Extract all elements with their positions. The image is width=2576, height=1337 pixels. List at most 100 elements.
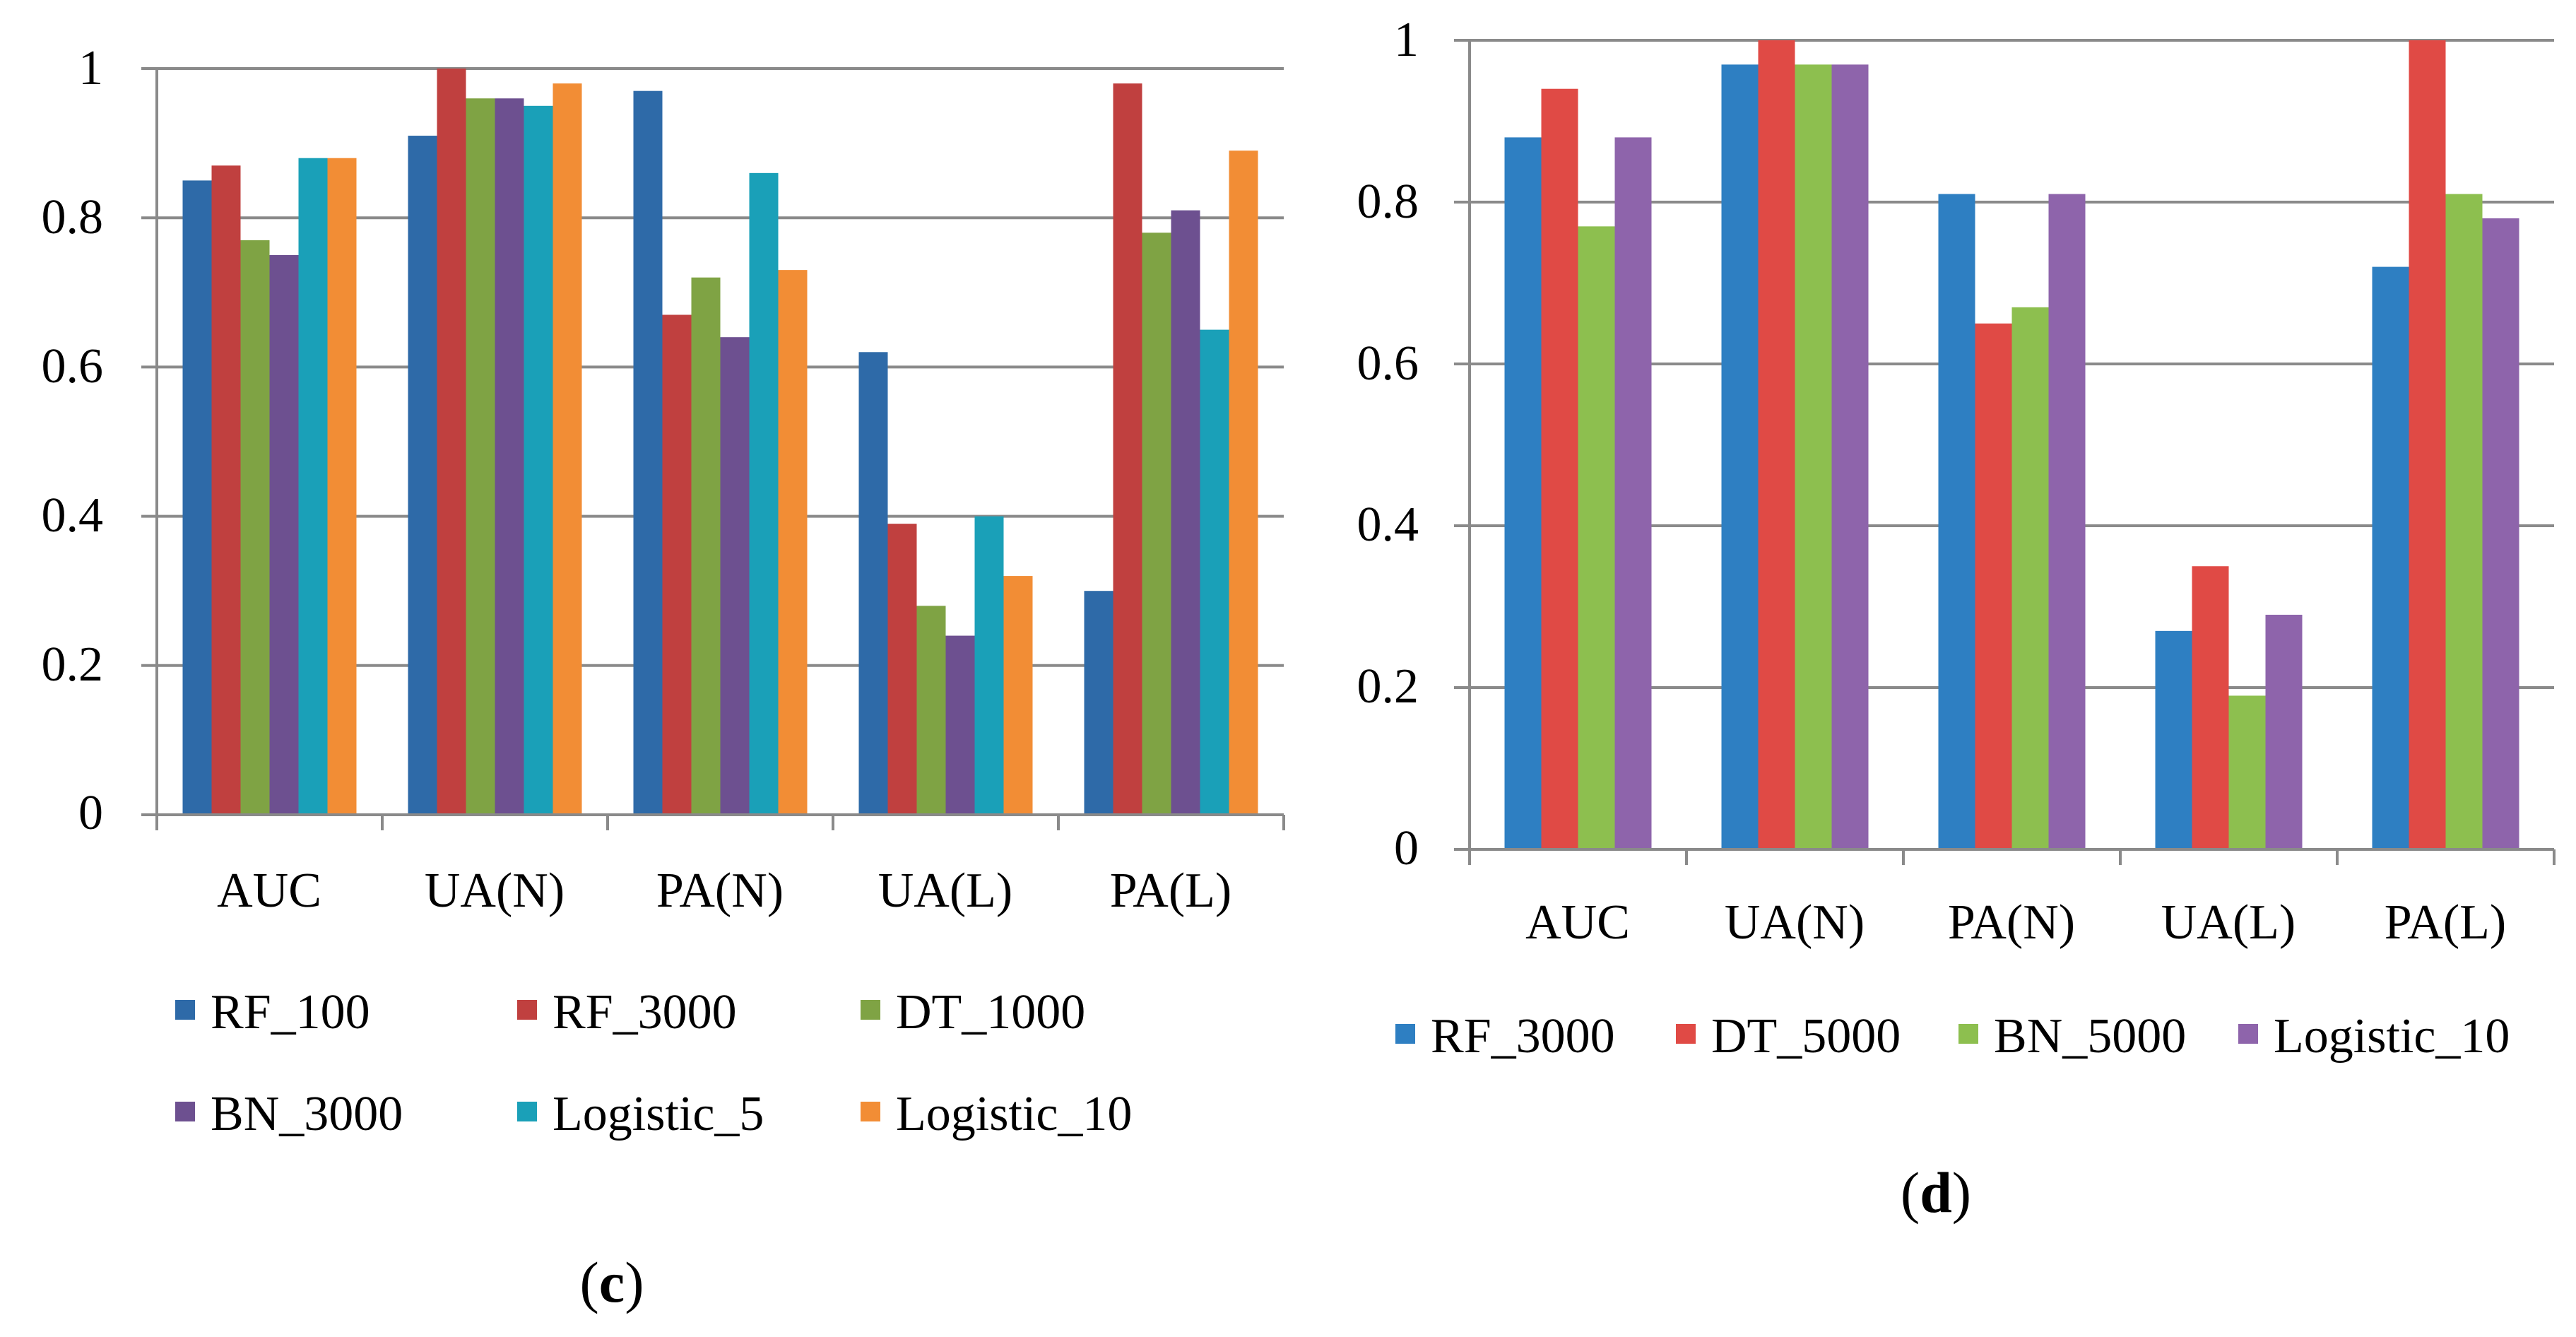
c-bar — [327, 158, 357, 815]
d-bar — [2445, 194, 2483, 849]
d-bar — [2048, 194, 2086, 849]
c-category-labels: AUC UA(N) PA(N) UA(L) PA(L) — [217, 864, 1231, 918]
chart-d: 0 0.2 0.4 0.6 0.8 1 AUC UA(N) PA(N) UA(L… — [1357, 13, 2556, 1225]
c-legend-swatch — [517, 1102, 537, 1121]
c-y-tick-label: 0.8 — [42, 190, 104, 245]
c-bar — [1142, 232, 1171, 815]
c-bar — [916, 606, 946, 815]
d-bar — [2265, 614, 2303, 849]
c-legend-label: BN_3000 — [211, 1087, 403, 1141]
c-bar — [778, 270, 808, 815]
c-bar — [858, 352, 888, 815]
c-bar — [749, 172, 779, 815]
c-bar — [240, 240, 270, 815]
c-bars — [182, 69, 1258, 815]
c-bar — [1229, 151, 1258, 815]
c-bar — [269, 255, 299, 815]
d-bar — [2482, 218, 2519, 849]
c-bar — [524, 105, 553, 815]
c-y-tick-label: 0.2 — [42, 637, 104, 692]
d-bar — [1614, 137, 1652, 849]
c-bar — [1171, 210, 1200, 815]
d-legend: RF_3000 DT_5000 BN_5000 Logistic_10 — [1395, 1009, 2510, 1064]
d-bar — [2155, 630, 2192, 849]
c-legend-swatch — [175, 1000, 195, 1020]
c-legend-label: RF_100 — [211, 985, 370, 1039]
c-category-label: UA(N) — [425, 864, 565, 918]
d-bar — [2011, 307, 2049, 850]
d-category-label: UA(N) — [1725, 895, 1865, 950]
d-bar — [1721, 64, 1759, 850]
d-legend-swatch — [1395, 1024, 1415, 1044]
c-y-tick-label: 0.6 — [42, 339, 104, 394]
d-y-tick-label: 0.8 — [1357, 175, 1419, 229]
c-legend-label: DT_1000 — [896, 985, 1085, 1039]
c-legend-swatch — [861, 1102, 880, 1121]
d-bars — [1504, 40, 2519, 850]
d-legend-label: DT_5000 — [1711, 1009, 1901, 1064]
c-bar — [1003, 576, 1033, 815]
d-category-label: AUC — [1525, 895, 1630, 950]
c-bar — [662, 314, 692, 815]
c-panel-label: (c) — [579, 1250, 644, 1314]
d-bar — [1578, 226, 1615, 850]
c-legend-swatch — [175, 1102, 195, 1121]
c-bar — [408, 136, 437, 815]
d-bar — [1938, 194, 1975, 849]
d-y-tick-label: 0.2 — [1357, 659, 1419, 714]
d-bar — [2228, 695, 2266, 849]
c-y-tick-labels: 0 0.2 0.4 0.6 0.8 1 — [42, 41, 104, 840]
d-y-tick-label: 1 — [1394, 13, 1419, 67]
c-bar — [720, 337, 750, 815]
d-bar — [2372, 266, 2409, 850]
c-legend: RF_100 RF_3000 DT_1000 BN_3000 Logistic_… — [175, 985, 1132, 1141]
c-bar — [945, 635, 975, 815]
d-bar — [1541, 88, 1578, 850]
d-legend-swatch — [2238, 1024, 2258, 1044]
c-bar — [495, 98, 524, 815]
d-bar — [1975, 323, 2012, 849]
c-legend-swatch — [861, 1000, 880, 1020]
d-category-labels: AUC UA(N) PA(N) UA(L) PA(L) — [1525, 895, 2506, 950]
c-legend-label: Logistic_10 — [896, 1087, 1132, 1141]
d-bar — [1795, 64, 1832, 850]
c-bar — [887, 524, 917, 815]
d-bar — [1758, 40, 1795, 849]
c-legend-label: RF_3000 — [553, 985, 737, 1039]
c-y-tick-label: 0 — [78, 786, 103, 840]
c-bar — [437, 69, 466, 815]
c-y-tick-label: 1 — [78, 41, 103, 95]
d-axes — [1454, 39, 2556, 865]
d-y-tick-labels: 0 0.2 0.4 0.6 0.8 1 — [1357, 13, 1419, 876]
c-bar — [466, 98, 495, 815]
chart-c: 0 0.2 0.4 0.6 0.8 1 AUC UA(N) PA(N) UA(L… — [42, 41, 1285, 1314]
c-axes — [141, 67, 1285, 830]
d-bar — [1504, 137, 1542, 849]
c-bar — [691, 277, 721, 815]
d-category-label: PA(N) — [1948, 895, 2075, 950]
d-bar — [2192, 566, 2229, 849]
c-category-label: PA(N) — [656, 864, 784, 918]
c-category-label: UA(L) — [878, 864, 1012, 918]
d-y-tick-label: 0.6 — [1357, 336, 1419, 391]
d-y-tick-label: 0.4 — [1357, 497, 1419, 552]
c-bar — [553, 83, 582, 815]
d-legend-swatch — [1676, 1024, 1696, 1044]
c-y-tick-label: 0.4 — [42, 488, 104, 543]
c-category-label: PA(L) — [1110, 864, 1231, 918]
d-bar — [2409, 40, 2446, 849]
d-legend-label: BN_5000 — [1994, 1009, 2186, 1064]
c-category-label: AUC — [217, 864, 321, 918]
d-legend-swatch — [1958, 1024, 1978, 1044]
c-bar — [974, 516, 1004, 815]
d-bar — [1831, 64, 1869, 850]
d-category-label: PA(L) — [2385, 895, 2506, 950]
c-legend-label: Logistic_5 — [553, 1087, 764, 1141]
c-bar — [211, 165, 241, 815]
d-legend-label: RF_3000 — [1431, 1009, 1615, 1064]
c-bar — [298, 158, 328, 815]
d-panel-label: (d) — [1901, 1160, 1971, 1225]
d-category-label: UA(L) — [2161, 895, 2296, 950]
d-legend-label: Logistic_10 — [2274, 1009, 2510, 1064]
